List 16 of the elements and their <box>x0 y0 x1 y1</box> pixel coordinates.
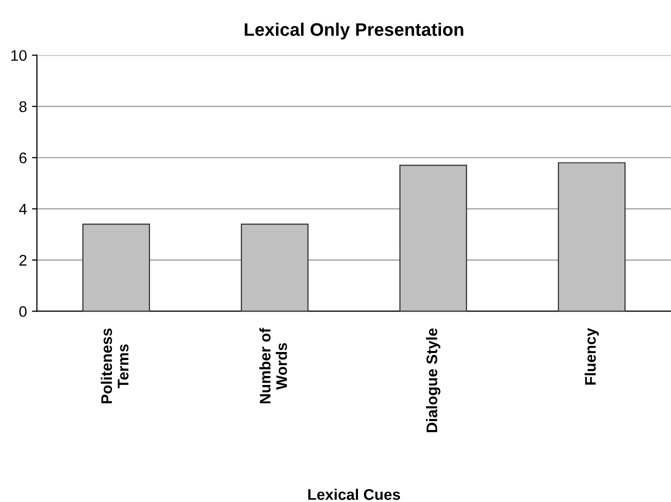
y-tick-label: 8 <box>19 101 27 112</box>
x-tick-label: Number of Words <box>259 328 288 404</box>
y-tick-label: 6 <box>19 152 27 164</box>
bar <box>558 162 626 312</box>
y-tick-label: 0 <box>19 306 27 317</box>
bar <box>240 224 309 312</box>
bar <box>82 224 150 312</box>
y-tick-label: 10 <box>11 50 27 61</box>
x-tick-label: Dialogue Style <box>426 328 440 432</box>
chart-title: Lexical Only Presentation <box>244 22 464 40</box>
bar <box>399 164 468 312</box>
x-tick-label: Politeness Terms <box>100 328 128 404</box>
x-tick-label: Fluency <box>584 328 599 385</box>
y-tick-label: 4 <box>19 204 27 214</box>
x-axis-title: Lexical Cues <box>308 488 400 500</box>
y-tick-label: 2 <box>19 254 26 266</box>
